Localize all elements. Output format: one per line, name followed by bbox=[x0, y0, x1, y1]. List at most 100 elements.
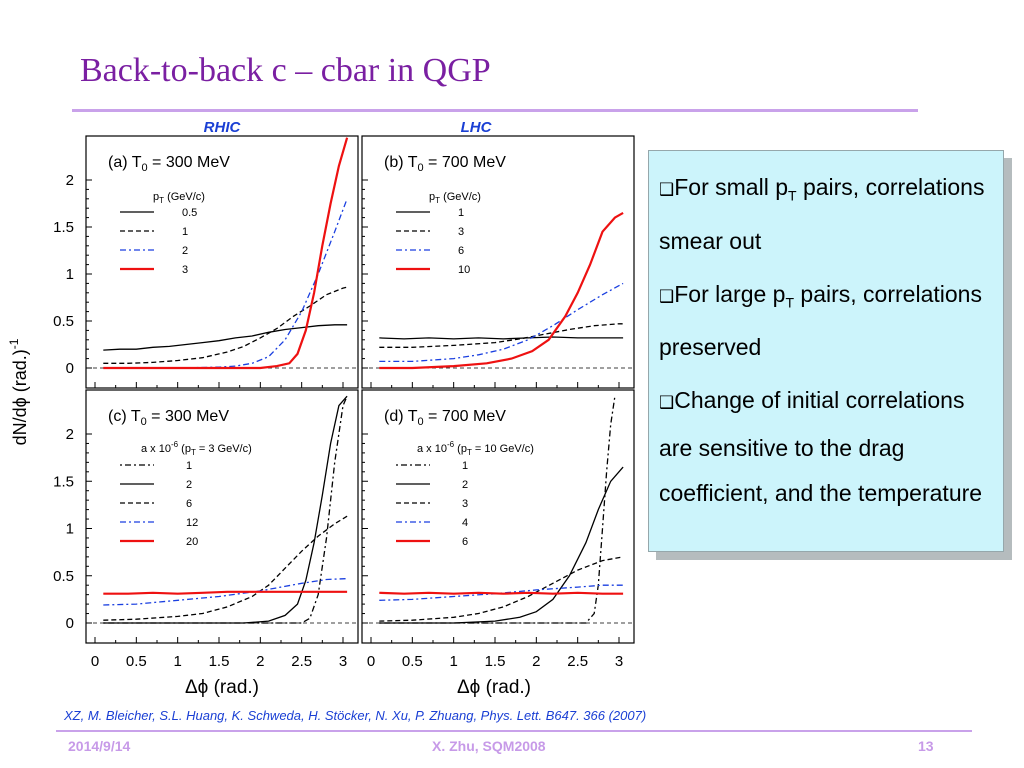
series-line-4 bbox=[379, 584, 624, 601]
legend-title-part: (p bbox=[454, 443, 467, 455]
series-line-6 bbox=[379, 282, 624, 363]
legend-title-part: (GeV/c) bbox=[440, 191, 481, 203]
checkbox-icon: ❑ bbox=[659, 286, 675, 307]
panel-title-part: (a) T bbox=[108, 154, 142, 171]
y-tick-label: 2 bbox=[66, 426, 74, 443]
note-item: ❑For small pT pairs, correlations smear … bbox=[659, 165, 995, 264]
y-axis-label-exp: -1 bbox=[7, 338, 21, 349]
panel-title-sub: 0 bbox=[141, 162, 147, 174]
x-tick-label: 0 bbox=[91, 653, 99, 670]
series-line-12 bbox=[103, 577, 348, 606]
legend-label: 4 bbox=[462, 517, 468, 529]
legend-label: 6 bbox=[186, 498, 192, 510]
x-axis-label: Δϕ (rad.) bbox=[185, 677, 259, 698]
legend-label: 20 bbox=[186, 536, 198, 548]
panel-frame bbox=[361, 389, 635, 644]
legend-label: 6 bbox=[458, 245, 464, 257]
note-text: For small p bbox=[674, 174, 788, 200]
series-line-2 bbox=[103, 198, 348, 369]
panel-title-part: (c) T bbox=[108, 408, 141, 425]
y-tick-label: 1 bbox=[66, 266, 74, 283]
panel-frame bbox=[361, 135, 635, 389]
series-line-10 bbox=[379, 211, 624, 370]
x-tick-label: 0.5 bbox=[126, 653, 147, 670]
legend-title-part: p bbox=[429, 191, 435, 203]
citation: XZ, M. Bleicher, S.L. Huang, K. Schweda,… bbox=[64, 708, 647, 723]
y-tick-label: 0 bbox=[66, 360, 74, 377]
x-axis-label: Δϕ (rad.) bbox=[457, 677, 531, 698]
series-line-1 bbox=[103, 286, 348, 364]
note-text: T bbox=[785, 294, 795, 311]
panel-title-part: = 300 MeV bbox=[147, 408, 230, 425]
y-tick-label: 1 bbox=[66, 521, 74, 538]
legend-title-part: (GeV/c) bbox=[164, 191, 205, 203]
panel-title-part: (d) T bbox=[384, 408, 418, 425]
panel-title: (c) T0 = 300 MeV bbox=[108, 408, 229, 428]
panel-title: (b) T0 = 700 MeV bbox=[384, 154, 506, 174]
x-tick-label: 2.5 bbox=[567, 653, 588, 670]
y-tick-label: 0.5 bbox=[53, 568, 74, 585]
x-tick-label: 1 bbox=[173, 653, 181, 670]
series-line-6 bbox=[103, 515, 348, 621]
legend-label: 12 bbox=[186, 517, 198, 529]
y-axis-label: dN/dϕ (rad.)-1 bbox=[7, 338, 30, 445]
legend-title-sup: -6 bbox=[171, 440, 179, 449]
checkbox-icon: ❑ bbox=[659, 180, 675, 200]
y-tick-label: 2 bbox=[66, 172, 74, 189]
legend-label: 1 bbox=[182, 226, 188, 238]
panel-title-part: = 700 MeV bbox=[424, 408, 507, 425]
panel-frame bbox=[85, 389, 359, 644]
legend-label: 1 bbox=[458, 207, 464, 219]
panel-title-sub: 0 bbox=[141, 416, 147, 428]
y-tick-label: 1.5 bbox=[53, 219, 74, 236]
y-axis-label-text: dN/dϕ (rad.) bbox=[10, 349, 30, 445]
legend-title: a x 10-6 (pT = 3 GeV/c) bbox=[141, 440, 252, 457]
legend-title: pT (GeV/c) bbox=[429, 191, 481, 205]
series-line-2 bbox=[379, 466, 624, 624]
panel-title: (a) T0 = 300 MeV bbox=[108, 154, 230, 174]
panel-title-part: = 700 MeV bbox=[424, 154, 507, 171]
legend-label: 1 bbox=[462, 460, 468, 472]
title-underline bbox=[72, 109, 918, 112]
series-line-0.5 bbox=[103, 324, 348, 351]
legend-label: 2 bbox=[462, 479, 468, 491]
x-tick-label: 3 bbox=[339, 653, 347, 670]
panel-title-sub: 0 bbox=[417, 416, 423, 428]
panel-title: (d) T0 = 700 MeV bbox=[384, 408, 506, 428]
legend-label: 2 bbox=[182, 245, 188, 257]
legend-label: 2 bbox=[186, 479, 192, 491]
note-text: For large p bbox=[674, 280, 786, 307]
legend-title-sup: -6 bbox=[447, 440, 455, 449]
legend-label: 1 bbox=[186, 460, 192, 472]
legend-title: a x 10-6 (pT = 10 GeV/c) bbox=[417, 440, 534, 457]
note-text: pairs, correlations smear out bbox=[659, 174, 985, 254]
legend-title-sub: T bbox=[191, 448, 196, 457]
panel-frame bbox=[85, 135, 359, 389]
x-tick-label: 3 bbox=[615, 653, 623, 670]
legend-title: pT (GeV/c) bbox=[153, 191, 205, 205]
panel-title-part: (b) T bbox=[384, 154, 418, 171]
note-item: ❑For large pT pairs, correlations preser… bbox=[659, 272, 995, 371]
legend-title-part: = 3 GeV/c) bbox=[196, 443, 252, 455]
slide-title: Back-to-back c – cbar in QGP bbox=[80, 52, 491, 89]
notes-box: ❑For small pT pairs, correlations smear … bbox=[648, 150, 1004, 552]
y-tick-label: 0 bbox=[66, 615, 74, 632]
legend-title-part: a x 10 bbox=[141, 443, 171, 455]
legend-title-sub: T bbox=[467, 448, 472, 457]
legend-label: 3 bbox=[182, 264, 188, 276]
series-line-20 bbox=[103, 590, 348, 595]
legend-label: 6 bbox=[462, 536, 468, 548]
y-tick-label: 0.5 bbox=[53, 313, 74, 330]
legend-title-sub: T bbox=[435, 196, 440, 205]
legend-label: 0.5 bbox=[182, 207, 197, 219]
legend-title-part: p bbox=[153, 191, 159, 203]
x-tick-label: 1 bbox=[449, 653, 457, 670]
x-tick-label: 1.5 bbox=[485, 653, 506, 670]
footer-author: X. Zhu, SQM2008 bbox=[432, 738, 546, 754]
series-line-1 bbox=[379, 396, 616, 624]
panel-title-sub: 0 bbox=[417, 162, 423, 174]
footer-divider bbox=[56, 730, 972, 732]
column-label: LHC bbox=[461, 119, 493, 136]
panel-title-part: = 300 MeV bbox=[148, 154, 231, 171]
